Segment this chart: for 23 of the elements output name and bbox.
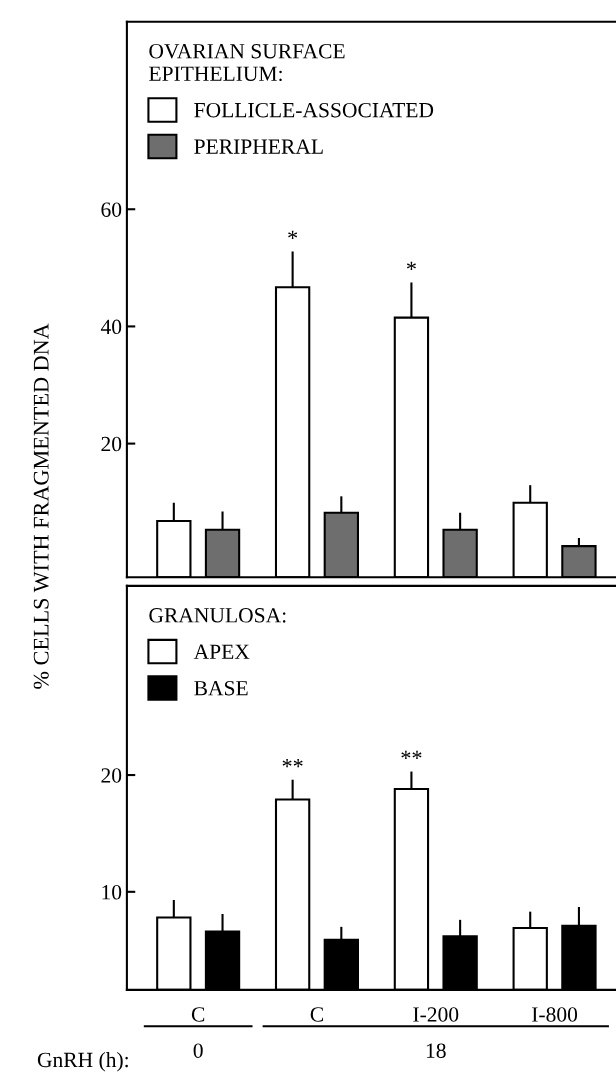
text: 0 bbox=[193, 1043, 203, 1058]
x-tick-label: C bbox=[191, 1007, 205, 1022]
text: 18 bbox=[426, 1043, 446, 1058]
data-label: ** bbox=[282, 759, 303, 768]
x-tick-label: C bbox=[310, 1007, 323, 1022]
legend-label: APEX bbox=[193, 644, 250, 659]
legend-title: GRANULOSA: bbox=[149, 608, 286, 623]
y-tick-label: 60 bbox=[101, 202, 122, 217]
y-axis-title: % CELLS WITH FRAGMENTED DNA bbox=[33, 323, 49, 689]
legend-label: FOLLICLE-ASSOCIATED bbox=[194, 102, 434, 118]
legend-title: OVARIAN SURFACE EPITHELIUM: bbox=[149, 43, 345, 82]
y-tick-label: 10 bbox=[102, 884, 122, 900]
legend-label: PERIPHERAL bbox=[194, 139, 323, 154]
legend-label: BASE bbox=[194, 680, 248, 696]
text: GnRH (h): bbox=[37, 1052, 128, 1072]
y-tick-label: 20 bbox=[101, 768, 122, 783]
x-tick-label: I-800 bbox=[532, 1007, 578, 1022]
data-label: * bbox=[288, 230, 298, 239]
y-tick-label: 20 bbox=[101, 436, 122, 452]
data-label: ** bbox=[401, 750, 422, 760]
x-tick-label: I-200 bbox=[413, 1007, 459, 1022]
y-tick-label: 40 bbox=[100, 319, 122, 335]
data-label: * bbox=[406, 261, 416, 270]
